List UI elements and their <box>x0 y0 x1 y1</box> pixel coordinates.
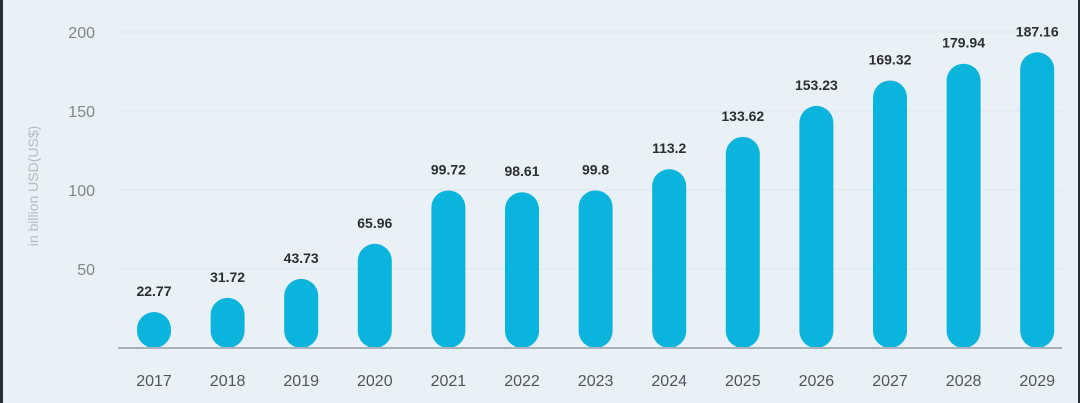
x-tick-label-2023: 2023 <box>578 373 614 390</box>
y-tick-label: 200 <box>68 25 95 42</box>
data-label-2028: 179.94 <box>942 35 985 51</box>
data-label-2026: 153.23 <box>795 77 838 93</box>
bar-2021 <box>431 190 466 348</box>
bar-2025 <box>725 136 760 348</box>
bar-2024 <box>652 169 687 348</box>
x-tick-label-2020: 2020 <box>357 373 393 390</box>
data-label-2022: 98.61 <box>504 163 539 179</box>
bar-2017 <box>137 312 171 348</box>
x-tick-label-2018: 2018 <box>210 373 246 390</box>
data-label-2025: 133.62 <box>721 108 764 124</box>
data-label-2021: 99.72 <box>431 161 466 177</box>
data-label-2019: 43.73 <box>284 250 319 266</box>
data-label-2027: 169.32 <box>869 51 912 67</box>
x-tick-label-2021: 2021 <box>431 373 467 390</box>
y-tick-label: 150 <box>68 104 95 121</box>
bar-2029 <box>1020 52 1055 348</box>
x-tick-label-2027: 2027 <box>872 373 908 390</box>
x-tick-label-2024: 2024 <box>651 373 687 390</box>
bar-2019 <box>284 278 319 348</box>
x-tick-label-2025: 2025 <box>725 373 761 390</box>
bar-2027 <box>873 80 907 349</box>
data-label-2024: 113.2 <box>652 140 686 156</box>
bar-2018 <box>210 297 245 348</box>
y-tick-label: 100 <box>68 183 95 200</box>
bar-2023 <box>578 190 613 348</box>
x-tick-label-2026: 2026 <box>799 373 835 390</box>
x-tick-label-2017: 2017 <box>136 373 172 390</box>
right-border <box>1078 0 1080 403</box>
x-tick-label-2022: 2022 <box>504 373 540 390</box>
x-axis-ticks: 2017 2018 2019 2020 2021 2022 2023 2024 2025 2026… <box>136 373 1055 390</box>
x-tick-label-2029: 2029 <box>1019 373 1055 390</box>
data-label-2018: 31.72 <box>210 269 245 285</box>
data-label-2023: 99.8 <box>582 161 609 177</box>
bar-2026 <box>799 105 834 348</box>
bars: 22.77 31.72 43.73 65.96 99.72 98.61 99.8 113.2 1… <box>136 23 1059 349</box>
bar-2028 <box>946 63 981 349</box>
left-border <box>0 0 3 403</box>
bar-2020 <box>357 243 392 348</box>
y-tick-label: 50 <box>77 262 95 279</box>
x-tick-label-2028: 2028 <box>946 373 982 390</box>
y-axis-ticks: 50 100 150 200 <box>68 25 95 279</box>
x-tick-label-2019: 2019 <box>283 373 319 390</box>
bar-2022 <box>505 192 539 348</box>
y-axis-label: in billion USD(US$) <box>25 126 41 247</box>
data-label-2017: 22.77 <box>136 283 171 299</box>
data-label-2020: 65.96 <box>357 215 392 231</box>
data-label-2029: 187.16 <box>1016 23 1059 39</box>
